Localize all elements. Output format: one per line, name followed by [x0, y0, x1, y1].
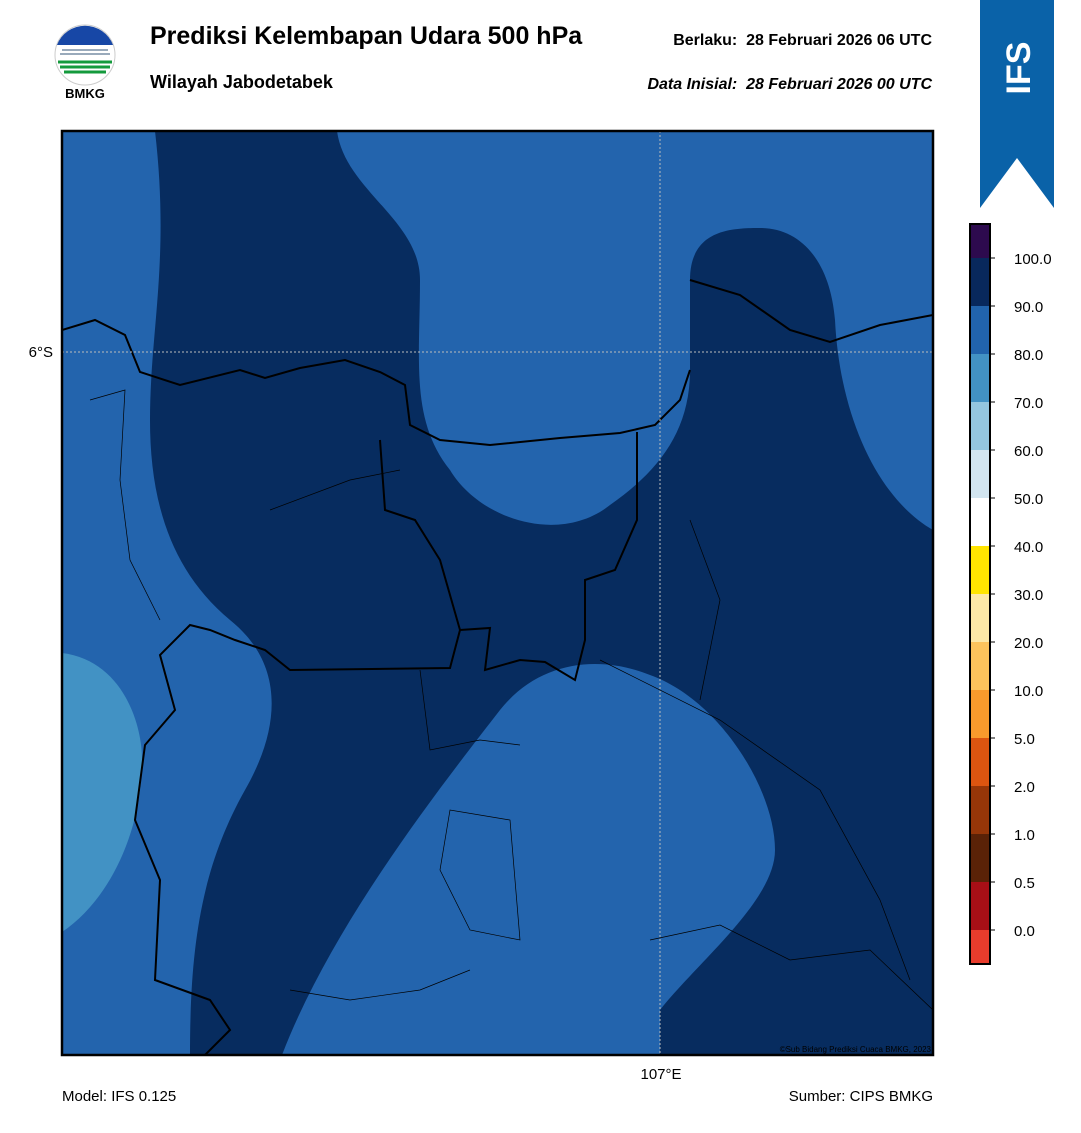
colorbar-label: 1.0 — [1014, 827, 1035, 844]
colorbar-label: 70.0 — [1014, 395, 1043, 412]
colorbar-segment — [970, 258, 990, 306]
lat-label: 6°S — [29, 344, 53, 361]
colorbar-segment — [970, 546, 990, 594]
map-frame — [60, 129, 935, 1057]
colorbar-label: 90.0 — [1014, 299, 1043, 316]
colorbar-label: 2.0 — [1014, 779, 1035, 796]
ribbon — [980, 0, 1054, 208]
lon-label: 107°E — [640, 1066, 681, 1083]
title: Prediksi Kelembapan Udara 500 hPa — [150, 22, 583, 50]
colorbar-label: 0.0 — [1014, 923, 1035, 940]
colorbar-label: 100.0 — [1014, 251, 1052, 268]
colorbar-label: 5.0 — [1014, 731, 1035, 748]
humidity-70 — [62, 653, 142, 932]
colorbar-label: 30.0 — [1014, 587, 1043, 604]
colorbar-segment — [970, 930, 990, 964]
boundaries — [62, 279, 933, 1055]
logo-text: BMKG — [65, 86, 105, 101]
colorbar-segment — [970, 642, 990, 690]
colorbar-label: 80.0 — [1014, 347, 1043, 364]
footer-model: Model: IFS 0.125 — [62, 1088, 176, 1105]
colorbar-segment — [970, 882, 990, 930]
colorbar-label: 40.0 — [1014, 539, 1043, 556]
humidity-90 — [150, 131, 933, 1055]
colorbar-segment — [970, 224, 990, 258]
colorbar-segment — [970, 354, 990, 402]
colorbar-segment — [970, 450, 990, 498]
colorbar-label: 60.0 — [1014, 443, 1043, 460]
colorbar-segment — [970, 834, 990, 882]
colorbar-label: 20.0 — [1014, 635, 1043, 652]
footer-source: Sumber: CIPS BMKG — [789, 1088, 933, 1105]
colorbar: 100.0 90.0 80.0 70.0 60.0 50.0 40.0 30.0 20.0 10.… — [969, 223, 1052, 965]
colorbar-segment — [970, 690, 990, 738]
colorbar-segment — [970, 402, 990, 450]
colorbar-label: 0.5 — [1014, 875, 1035, 892]
map: ©Sub Bidang Prediksi Cuaca BMKG, 2023 — [60, 129, 935, 1057]
colorbar-segment — [970, 594, 990, 642]
colorbar-segment — [970, 306, 990, 354]
ribbon-text: IFS — [1000, 42, 1038, 95]
colorbar-segment — [970, 738, 990, 786]
initial-time: Data Inisial: 28 Februari 2026 00 UTC — [647, 76, 932, 93]
colorbar-label: 50.0 — [1014, 491, 1043, 508]
credit: ©Sub Bidang Prediksi Cuaca BMKG, 2023 — [780, 1045, 932, 1054]
subtitle: Wilayah Jabodetabek — [150, 72, 334, 92]
colorbar-segment — [970, 498, 990, 546]
colorbar-label: 10.0 — [1014, 683, 1043, 700]
colorbar-frame — [969, 223, 991, 965]
colorbar-segment — [970, 786, 990, 834]
logo: BMKG — [54, 24, 116, 101]
valid-time: Berlaku: 28 Februari 2026 06 UTC — [673, 32, 932, 49]
